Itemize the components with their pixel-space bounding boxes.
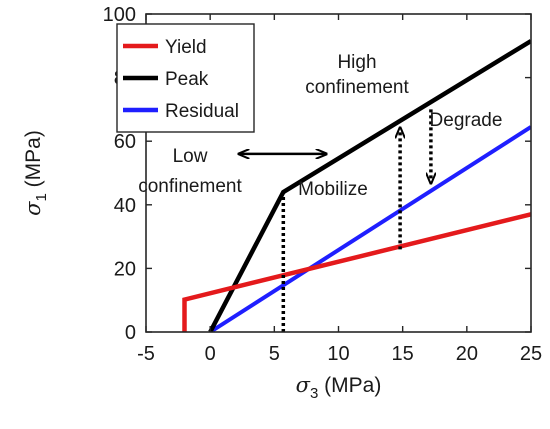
annotation-degrade: Degrade bbox=[430, 110, 503, 131]
annotation-layer: High confinement Low confinement Mobilize Deg… bbox=[138, 52, 502, 332]
x-tick-label: -5 bbox=[137, 343, 155, 365]
x-axis-label: σ3 (MPa) bbox=[296, 373, 382, 402]
y-tick-label: 100 bbox=[103, 4, 136, 26]
x-tick-label: 10 bbox=[327, 343, 349, 365]
y-axis-label: σ1 (MPa) bbox=[21, 130, 50, 216]
axis-labels-layer: σ3 (MPa) σ1 (MPa) bbox=[21, 130, 381, 402]
legend: Yield Peak Residual bbox=[116, 23, 255, 133]
x-tick-label: 5 bbox=[269, 343, 280, 365]
legend-label-yield: Yield bbox=[165, 37, 207, 58]
x-tick-label: 25 bbox=[520, 343, 542, 365]
y-tick-label: 60 bbox=[114, 131, 136, 153]
x-tick-label: 15 bbox=[392, 343, 414, 365]
annotation-high: High confinement bbox=[305, 52, 409, 98]
y-tick-label: 40 bbox=[114, 195, 136, 217]
legend-label-peak: Peak bbox=[165, 69, 209, 90]
annotation-mobilize: Mobilize bbox=[298, 179, 368, 200]
x-tick-label: 0 bbox=[205, 343, 216, 365]
x-tick-label: 20 bbox=[456, 343, 478, 365]
annotation-low: Low confinement bbox=[138, 146, 242, 197]
series-line-yield bbox=[182, 212, 531, 332]
legend-label-residual: Residual bbox=[165, 101, 239, 122]
y-tick-label: 0 bbox=[125, 322, 136, 344]
series-line-residual bbox=[209, 125, 531, 332]
y-tick-label: 20 bbox=[114, 258, 136, 280]
